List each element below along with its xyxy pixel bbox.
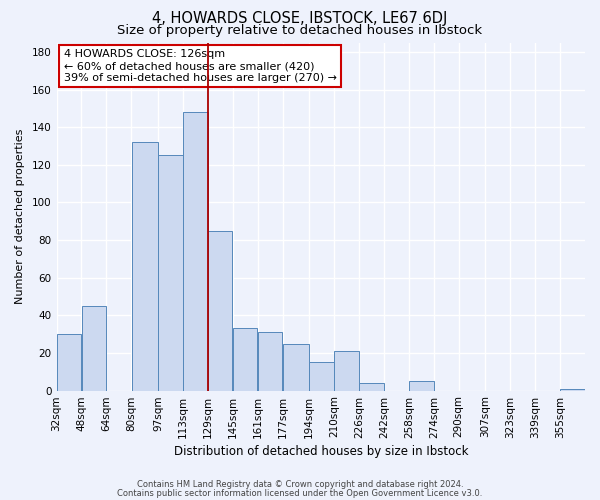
Text: Contains public sector information licensed under the Open Government Licence v3: Contains public sector information licen…: [118, 488, 482, 498]
Bar: [334, 351, 359, 391]
Text: 4 HOWARDS CLOSE: 126sqm
← 60% of detached houses are smaller (420)
39% of semi-d: 4 HOWARDS CLOSE: 126sqm ← 60% of detache…: [64, 50, 337, 82]
X-axis label: Distribution of detached houses by size in Ibstock: Distribution of detached houses by size …: [173, 444, 468, 458]
Bar: [57, 334, 81, 390]
Bar: [258, 332, 283, 390]
Bar: [131, 142, 158, 390]
Bar: [233, 328, 257, 390]
Bar: [359, 383, 383, 390]
Bar: [158, 156, 182, 390]
Bar: [208, 230, 232, 390]
Bar: [82, 306, 106, 390]
Bar: [283, 344, 309, 390]
Text: 4, HOWARDS CLOSE, IBSTOCK, LE67 6DJ: 4, HOWARDS CLOSE, IBSTOCK, LE67 6DJ: [152, 11, 448, 26]
Text: Contains HM Land Registry data © Crown copyright and database right 2024.: Contains HM Land Registry data © Crown c…: [137, 480, 463, 489]
Bar: [310, 362, 334, 390]
Y-axis label: Number of detached properties: Number of detached properties: [15, 129, 25, 304]
Text: Size of property relative to detached houses in Ibstock: Size of property relative to detached ho…: [118, 24, 482, 37]
Bar: [183, 112, 208, 390]
Bar: [409, 381, 434, 390]
Bar: [560, 388, 585, 390]
